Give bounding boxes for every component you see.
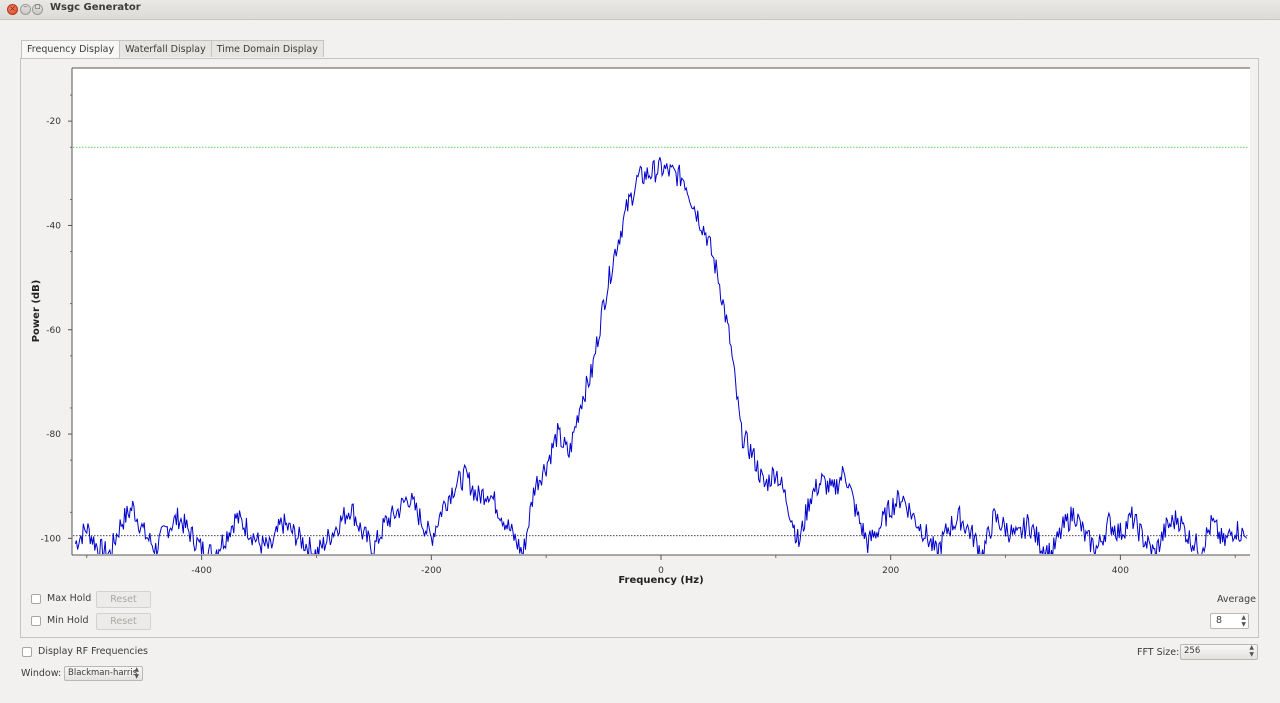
y-tick-label: -100 [41, 534, 62, 544]
window-title: Wsgc Generator [50, 2, 141, 13]
title-bar: × – ▫ Wsgc Generator [0, 0, 1280, 20]
max-hold-reset-button[interactable]: Reset [96, 591, 151, 608]
y-tick-label: -40 [46, 221, 61, 231]
close-window-button[interactable]: × [7, 4, 18, 15]
average-label: Average [1216, 594, 1256, 605]
frequency-display-panel: -20 -40 -60 -80 -100 -400 -200 0 200 400 Frequenc… [20, 58, 1259, 638]
min-hold-toggle[interactable]: Min Hold [31, 615, 89, 626]
x-tick-label: 0 [658, 566, 664, 576]
y-axis-label: Power (dB) [31, 280, 42, 343]
combo-arrows-icon: ▲ ▼ [1249, 644, 1254, 658]
close-icon: × [9, 4, 16, 13]
maximize-window-button[interactable]: ▫ [32, 2, 43, 15]
maximize-icon: ▫ [34, 2, 41, 12]
tab-frequency-display[interactable]: Frequency Display [21, 40, 121, 59]
combo-arrows-icon: ▲ ▼ [134, 666, 139, 680]
spin-arrows-icon[interactable]: ▲ ▼ [1241, 614, 1246, 628]
min-hold-reset-button[interactable]: Reset [96, 613, 151, 630]
display-rf-toggle[interactable]: Display RF Frequencies [22, 646, 148, 657]
display-rf-checkbox[interactable] [22, 646, 32, 657]
max-hold-toggle[interactable]: Max Hold [31, 593, 91, 604]
window-label: Window: [21, 668, 62, 679]
minimize-icon: – [23, 2, 28, 12]
max-hold-checkbox[interactable] [31, 593, 41, 604]
x-tick-label: 200 [882, 566, 899, 576]
x-tick-label: -400 [191, 566, 212, 576]
min-hold-label: Min Hold [47, 615, 89, 626]
y-tick-label: -20 [46, 117, 61, 127]
spectrum-trace [74, 157, 1248, 554]
tab-waterfall-display[interactable]: Waterfall Display [119, 40, 212, 57]
axis-ticks: -20 -40 -60 -80 -100 -400 -200 0 200 400 [41, 94, 1236, 576]
average-value: 8 [1216, 615, 1223, 626]
x-tick-label: 400 [1112, 566, 1129, 576]
x-tick-label: -200 [421, 566, 442, 576]
max-hold-label: Max Hold [47, 593, 92, 604]
min-hold-checkbox[interactable] [31, 615, 41, 626]
minimize-window-button[interactable]: – [20, 2, 31, 15]
plot-canvas [72, 68, 1250, 555]
display-rf-label: Display RF Frequencies [38, 646, 149, 657]
y-tick-label: -80 [46, 430, 61, 440]
average-spinbox[interactable]: 8 ▲ ▼ [1210, 613, 1249, 629]
y-tick-label: -60 [46, 326, 61, 336]
tab-time-domain-display[interactable]: Time Domain Display [210, 40, 324, 57]
display-tabs: Frequency Display Waterfall Display Time… [21, 40, 324, 59]
fft-size-value: 256 [1184, 646, 1201, 656]
x-axis-label: Frequency (Hz) [618, 575, 703, 586]
fft-size-label: FFT Size: [1137, 647, 1180, 658]
frequency-plot[interactable]: -20 -40 -60 -80 -100 -400 -200 0 200 400 Frequenc… [21, 59, 1258, 589]
window-select-value: Blackman-harris [68, 668, 138, 678]
fft-size-select[interactable]: 256 ▲ ▼ [1180, 644, 1258, 660]
window-select[interactable]: Blackman-harris ▲ ▼ [64, 666, 143, 681]
